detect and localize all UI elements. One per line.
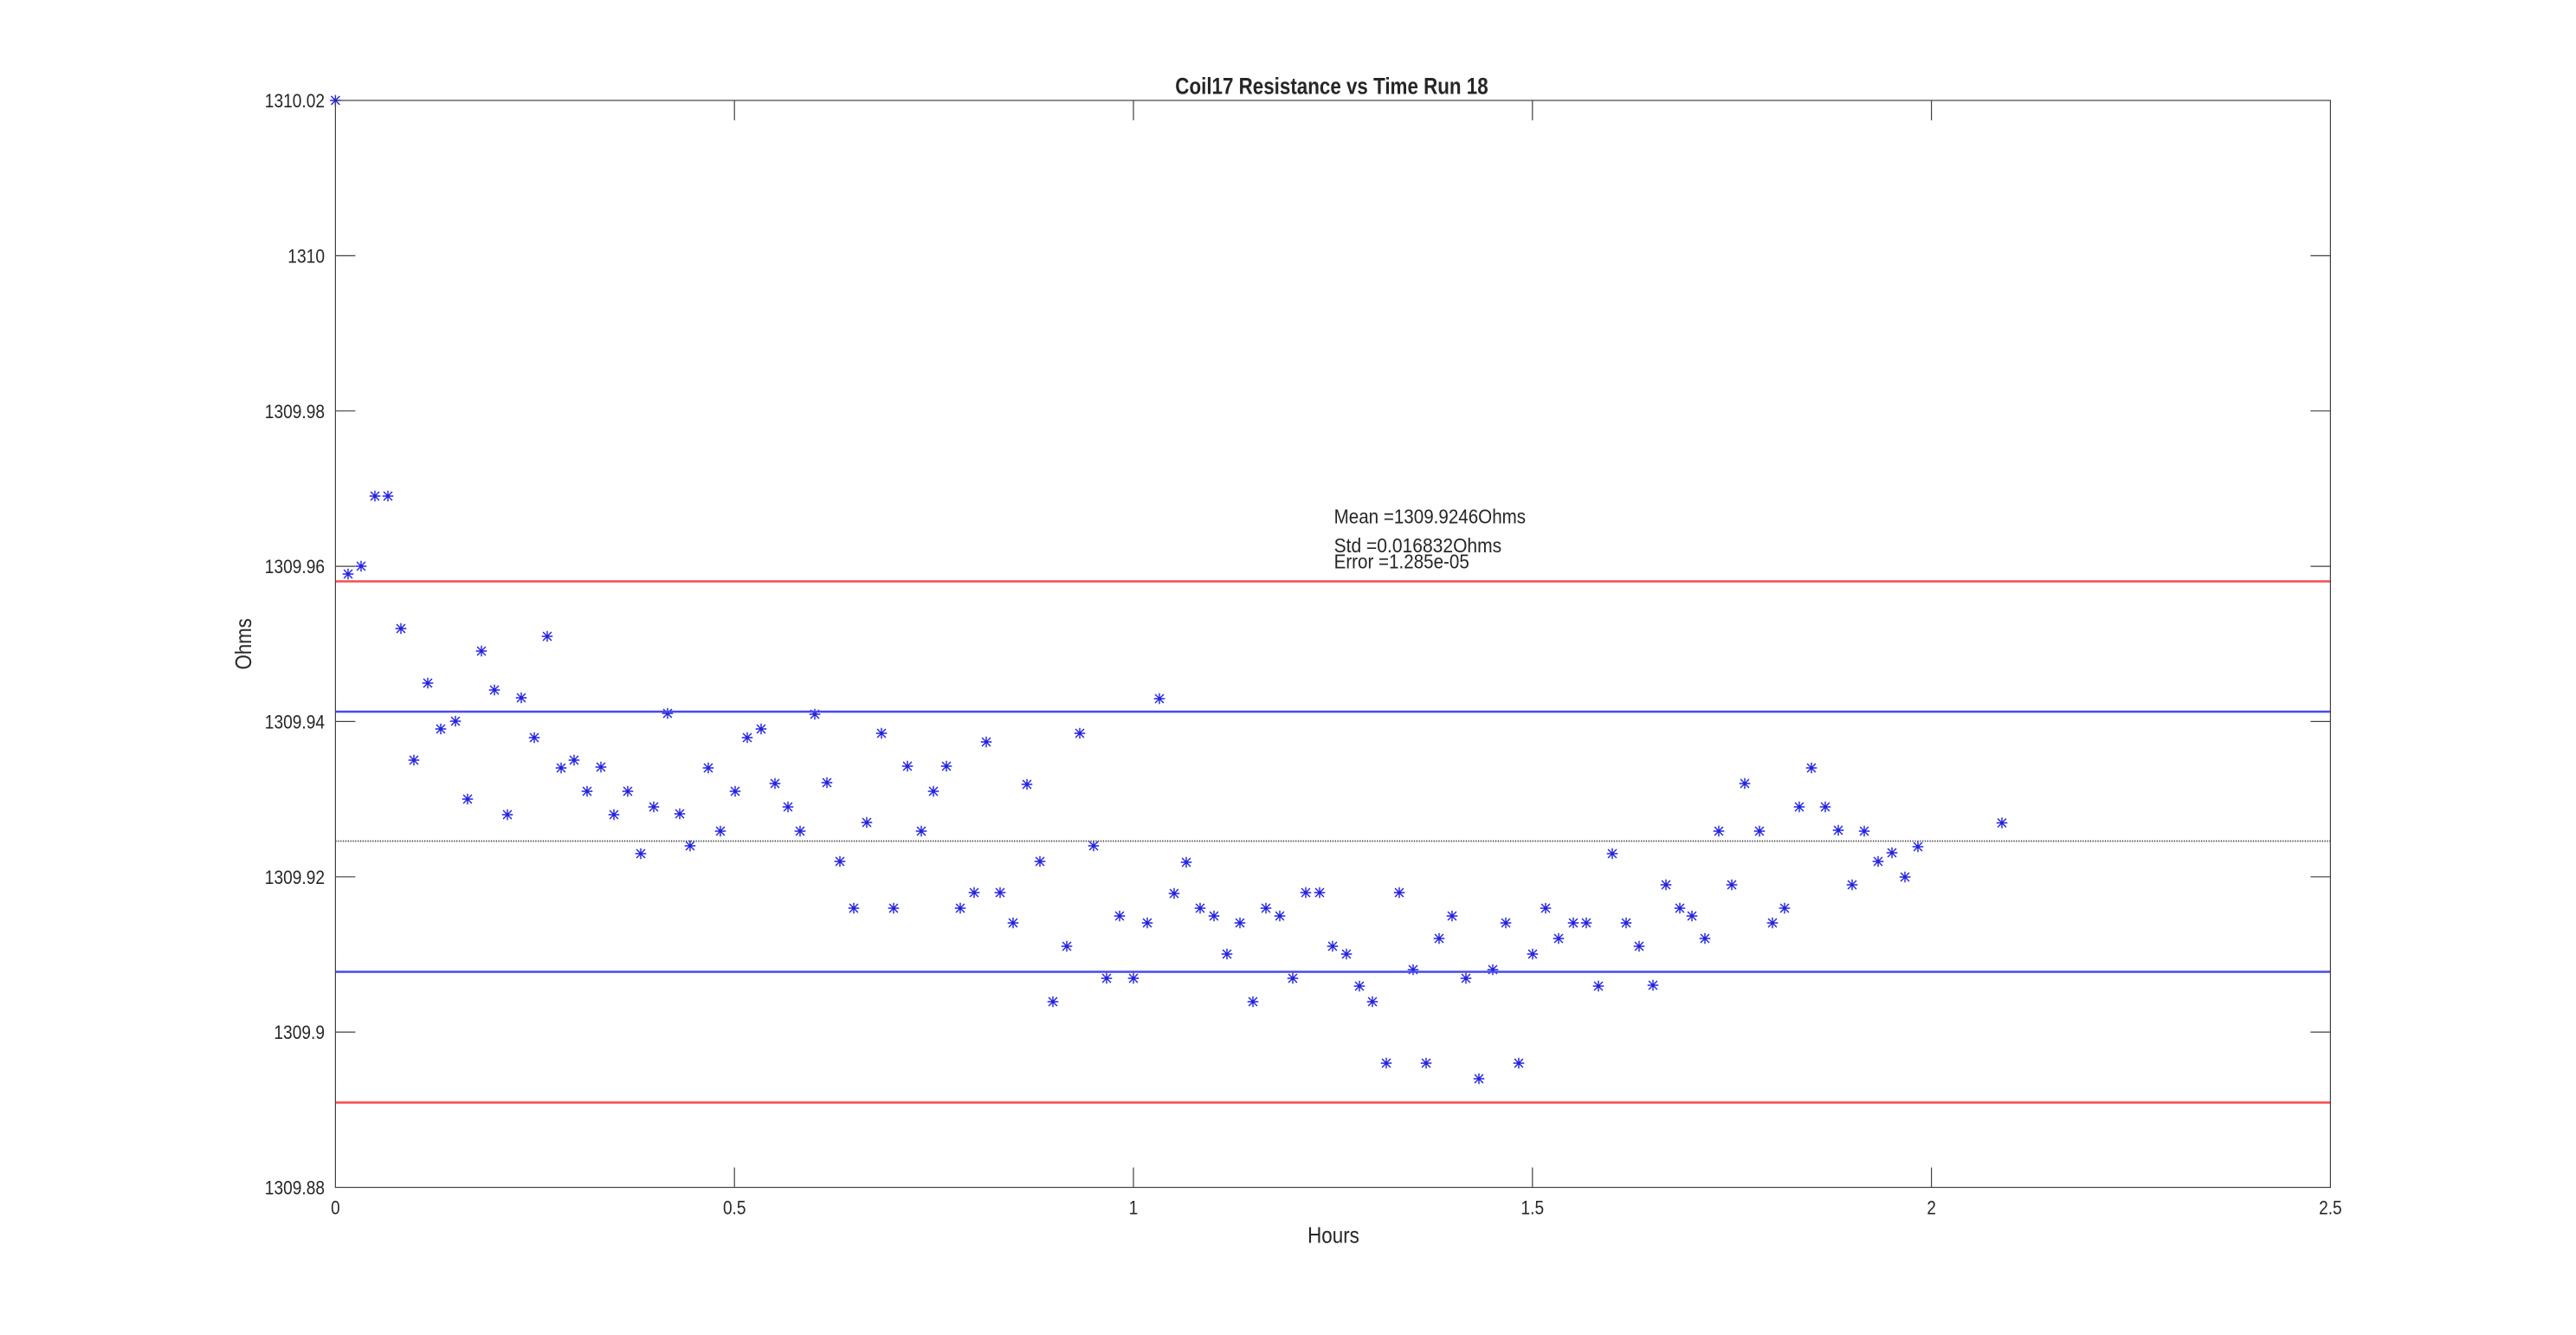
svg-text:1309.94: 1309.94 bbox=[265, 712, 325, 733]
svg-text:Mean =1309.9246Ohms: Mean =1309.9246Ohms bbox=[1334, 506, 1527, 528]
svg-text:1309.96: 1309.96 bbox=[265, 556, 325, 577]
svg-text:Ohms: Ohms bbox=[230, 618, 256, 669]
svg-text:2.5: 2.5 bbox=[2319, 1196, 2342, 1218]
svg-text:0.5: 0.5 bbox=[723, 1196, 746, 1218]
svg-text:1309.98: 1309.98 bbox=[265, 401, 325, 422]
svg-text:1309.92: 1309.92 bbox=[265, 867, 325, 888]
svg-text:1: 1 bbox=[1129, 1196, 1139, 1218]
svg-text:1309.88: 1309.88 bbox=[265, 1177, 325, 1199]
svg-text:Error =1.285e-05: Error =1.285e-05 bbox=[1334, 551, 1469, 573]
svg-text:1.5: 1.5 bbox=[1521, 1196, 1545, 1218]
svg-text:Hours: Hours bbox=[1307, 1222, 1359, 1248]
svg-text:2: 2 bbox=[1927, 1196, 1936, 1218]
svg-text:Coil17 Resistance vs Time Run: Coil17 Resistance vs Time Run 18 bbox=[1175, 74, 1488, 100]
svg-text:1310.02: 1310.02 bbox=[265, 90, 325, 112]
svg-text:1309.9: 1309.9 bbox=[274, 1022, 325, 1043]
svg-text:0: 0 bbox=[331, 1196, 340, 1218]
svg-text:1310: 1310 bbox=[287, 246, 325, 268]
svg-text:Std =0.016832Ohms: Std =0.016832Ohms bbox=[1334, 534, 1502, 557]
